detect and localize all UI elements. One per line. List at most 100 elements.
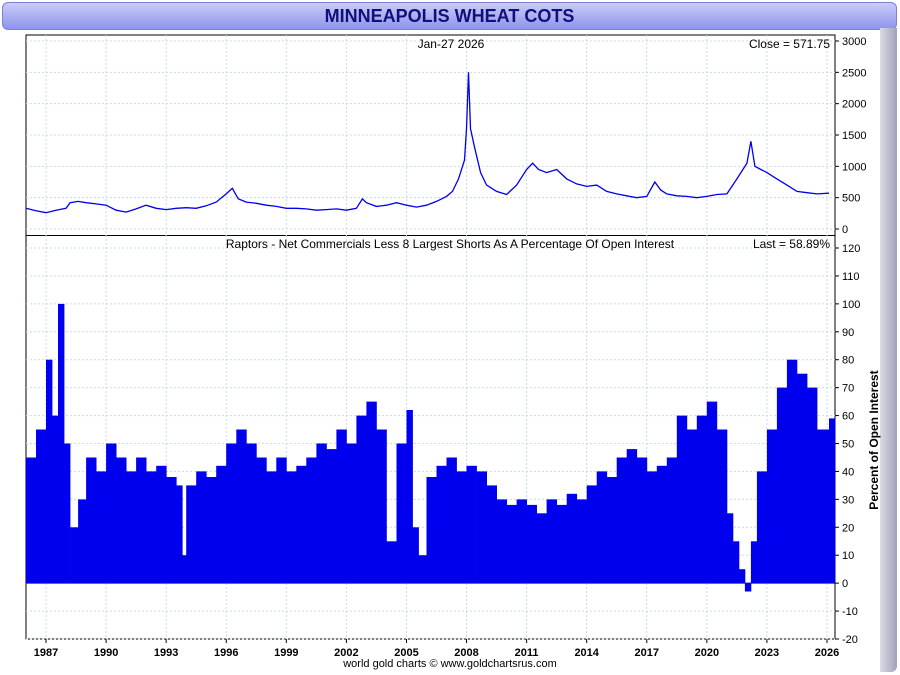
x-tick-label: 1993 <box>154 647 178 659</box>
raptors-y-tick-label: 70 <box>842 383 854 395</box>
raptors-bar <box>52 415 59 584</box>
raptors-bar <box>476 471 487 584</box>
raptors-bar <box>776 387 788 584</box>
raptors-bar <box>70 527 79 584</box>
raptors-bar <box>96 471 107 584</box>
close-label: Close = 571.75 <box>749 37 830 51</box>
x-tick-label: 2017 <box>635 647 659 659</box>
raptors-bar <box>546 499 557 584</box>
raptors-bar <box>236 429 247 584</box>
raptors-bar <box>116 457 127 584</box>
raptors-bar <box>276 457 287 584</box>
raptors-bar <box>306 457 317 584</box>
raptors-bar <box>732 541 740 584</box>
x-tick-label: 2002 <box>334 647 358 659</box>
y-axis-title: Percent of Open Interest <box>867 370 881 509</box>
raptors-bar <box>412 527 419 584</box>
raptors-bar <box>182 555 187 584</box>
raptors-bar <box>246 443 257 584</box>
x-tick-label: 2023 <box>755 647 779 659</box>
price-y-tick-label: 3000 <box>842 36 866 48</box>
raptors-bar <box>64 443 71 584</box>
price-line <box>25 72 830 214</box>
raptors-bar <box>166 477 177 584</box>
raptors-bar <box>86 457 97 584</box>
price-y-tick-label: 0 <box>842 224 848 236</box>
raptors-bar <box>426 477 437 584</box>
raptors-bar <box>418 555 427 584</box>
raptors-bar <box>36 429 47 584</box>
date-label: Jan-27 2026 <box>418 37 485 51</box>
raptors-bar <box>506 504 517 584</box>
raptors-y-tick-label: 10 <box>842 550 854 562</box>
raptors-panel <box>26 303 836 592</box>
x-tick-label: 1987 <box>34 647 58 659</box>
raptors-bar <box>656 465 668 584</box>
raptors-bar <box>376 429 387 584</box>
raptors-bar <box>496 499 507 584</box>
raptors-bar <box>744 583 752 592</box>
raptors-bar <box>829 418 836 584</box>
title-bar: MINNEAPOLIS WHEAT COTS <box>2 2 897 30</box>
x-tick-label: 2014 <box>574 647 599 659</box>
raptors-y-tick-label: 120 <box>842 243 860 255</box>
raptors-bar <box>296 465 307 584</box>
raptors-bar <box>696 415 708 584</box>
raptors-bar <box>706 401 718 584</box>
raptors-bar <box>26 457 37 584</box>
raptors-bar <box>466 465 477 584</box>
raptors-bar <box>196 471 207 584</box>
raptors-bar <box>596 471 608 584</box>
raptors-y-tick-label: 100 <box>842 299 860 311</box>
raptors-bar <box>356 415 367 584</box>
raptors-bar <box>766 429 778 584</box>
x-tick-label: 1996 <box>214 647 238 659</box>
raptors-bar <box>786 359 798 584</box>
raptors-y-tick-label: 30 <box>842 494 854 506</box>
x-tick-label: 2005 <box>394 647 418 659</box>
raptors-bar <box>606 477 618 584</box>
raptors-bar <box>136 457 147 584</box>
raptors-bar <box>738 569 746 584</box>
raptors-bar <box>676 415 688 584</box>
raptors-bar <box>386 541 397 584</box>
raptors-bar <box>686 429 698 584</box>
raptors-y-tick-label: 50 <box>842 439 854 451</box>
raptors-bar <box>626 449 638 584</box>
raptors-bar <box>216 465 227 584</box>
raptors-bar <box>436 465 447 584</box>
footer-credit: world gold charts © www.goldchartsrus.co… <box>343 658 557 670</box>
raptors-bar <box>756 471 768 584</box>
raptors-bar <box>586 485 598 584</box>
raptors-bar <box>186 485 197 584</box>
raptors-bar <box>256 457 267 584</box>
raptors-bar <box>406 410 413 584</box>
raptors-bar <box>266 471 277 584</box>
raptors-bar <box>126 471 137 584</box>
raptors-title: Raptors - Net Commercials Less 8 Largest… <box>226 237 675 251</box>
raptors-bar <box>646 471 658 584</box>
raptors-bar <box>556 504 568 584</box>
raptors-bar <box>666 457 678 584</box>
raptors-bar <box>807 387 818 584</box>
price-y-tick-label: 1000 <box>842 161 866 173</box>
last-label: Last = 58.89% <box>753 237 830 251</box>
price-y-tick-label: 1500 <box>842 130 866 142</box>
raptors-bar <box>817 429 830 584</box>
raptors-y-tick-label: 80 <box>842 355 854 367</box>
raptors-bar <box>516 499 527 584</box>
raptors-bar <box>316 443 327 584</box>
raptors-y-tick-label: 20 <box>842 522 854 534</box>
raptors-bar <box>346 443 357 584</box>
raptors-bar <box>486 485 497 584</box>
raptors-bar <box>726 513 734 584</box>
raptors-y-tick-label: 60 <box>842 411 854 423</box>
raptors-y-tick-label: 90 <box>842 327 854 339</box>
raptors-y-tick-label: 110 <box>842 271 860 283</box>
chart-svg: 1987 1990 1993 1996 1999 2002 2005 2008 2011 2014… <box>25 34 881 659</box>
raptors-y-tick-label: 0 <box>842 578 848 590</box>
raptors-bar <box>566 493 578 584</box>
raptors-bar <box>106 443 117 584</box>
x-tick-label: 2008 <box>454 647 478 659</box>
